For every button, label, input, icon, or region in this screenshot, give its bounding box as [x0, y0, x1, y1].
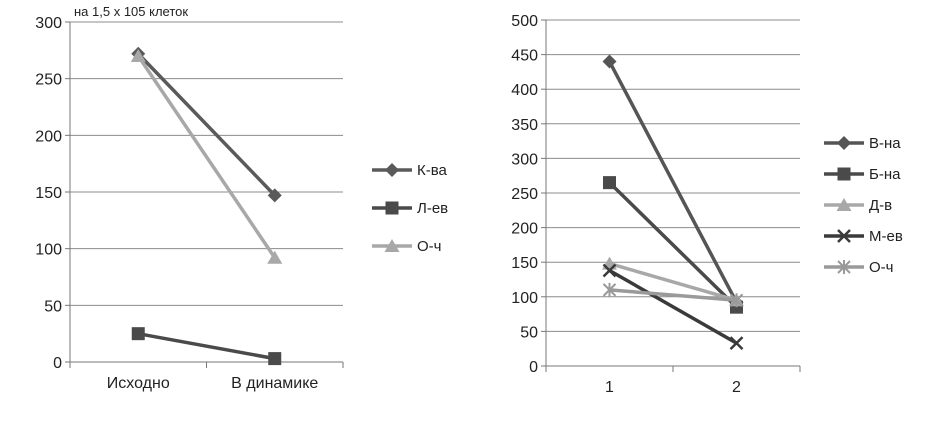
legend-label: В-на [869, 135, 901, 152]
chart-2-series-2-point [603, 176, 616, 190]
y-tick-label: 100 [511, 290, 538, 307]
x-tick-label: В динамике [231, 375, 318, 392]
chart-1-legend-item: О-ч [372, 238, 441, 255]
chart-1-series-2-point [131, 327, 145, 341]
x-tick-label: 1 [605, 379, 614, 396]
chart-annotation: на 1,5 х 105 клеток [74, 4, 188, 19]
chart-1-series-3-line [136, 54, 277, 260]
chart-1-series-1-line [136, 51, 277, 198]
y-tick-label: 500 [511, 13, 538, 30]
x-tick-label: Исходно [107, 375, 170, 392]
chart-2-series-1-line [607, 59, 739, 305]
chart-2-series-4-point [602, 263, 617, 278]
legend-marker [837, 229, 851, 243]
chart-1-series-2-line [136, 331, 277, 361]
chart-2-series-3-point [602, 256, 617, 270]
chart-1-series-1-point [267, 188, 282, 203]
legend-marker [385, 201, 399, 215]
legend-marker [837, 260, 851, 274]
y-tick-label: 250 [35, 72, 62, 89]
y-tick-label: 150 [35, 185, 62, 202]
y-tick-label: 300 [511, 151, 538, 168]
legend-marker [837, 167, 851, 181]
legend-label: Б-на [869, 166, 901, 183]
chart-1-series-2-point [268, 352, 282, 366]
legend-marker [837, 136, 851, 150]
chart-2-series-5-point [602, 282, 617, 297]
y-tick-label: 150 [511, 255, 538, 272]
chart-2-series-1-point [602, 54, 617, 69]
chart-1-legend-item: Л-ев [372, 200, 448, 217]
chart-2-series-4-line [607, 268, 739, 345]
y-tick-label: 100 [35, 242, 62, 259]
chart-1-series-3-point [267, 250, 283, 264]
chart-2-series-5-line [607, 288, 739, 303]
y-tick-label: 50 [520, 324, 538, 341]
y-tick-label: 50 [44, 298, 62, 315]
chart-2-series-3-line [607, 261, 739, 303]
chart-1-legend-item: К-ва [372, 162, 448, 179]
chart-2-legend-item: М-ев [824, 228, 903, 245]
legend-label: О-ч [869, 259, 893, 276]
y-tick-label: 0 [529, 359, 538, 376]
legend-label: Л-ев [417, 200, 448, 217]
y-tick-label: 300 [35, 15, 62, 32]
chart-2: 0 50 100 150 200 250 300 350 400 450 500 1 2 В-на Б-на… [511, 13, 903, 396]
y-tick-label: 350 [511, 117, 538, 134]
chart-2-legend-item: Б-на [824, 166, 901, 183]
legend-marker [384, 239, 400, 252]
chart-2-legend-item: В-на [824, 135, 901, 152]
chart-2-legend-item: О-ч [824, 259, 893, 276]
legend-label: М-ев [869, 228, 903, 245]
chart-2-legend-item: Д-в [824, 197, 892, 214]
x-tick-label: 2 [732, 379, 741, 396]
chart-2-series-2-line [607, 180, 739, 309]
chart-2-series-4-point [729, 336, 744, 351]
y-tick-label: 250 [511, 186, 538, 203]
legend-marker [385, 163, 399, 177]
legend-marker [836, 198, 852, 211]
chart-1-series-3-point [130, 49, 146, 62]
legend-label: Д-в [869, 197, 892, 214]
y-tick-label: 400 [511, 82, 538, 99]
legend-label: К-ва [417, 162, 448, 179]
chart-2-series-5-point [729, 293, 744, 308]
legend-label: О-ч [417, 238, 441, 255]
y-tick-label: 450 [511, 48, 538, 65]
chart-1: 0 50 100 150 200 250 300 Исходно В динамике на 1,… [35, 4, 448, 392]
y-tick-label: 0 [53, 355, 62, 372]
y-tick-label: 200 [35, 128, 62, 145]
y-tick-label: 200 [511, 221, 538, 238]
